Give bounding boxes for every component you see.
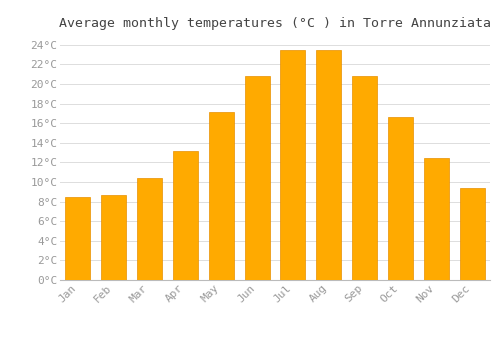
Bar bbox=[101, 195, 126, 280]
Bar bbox=[316, 50, 342, 280]
Bar bbox=[352, 76, 377, 280]
Bar bbox=[280, 50, 305, 280]
Title: Average monthly temperatures (°C ) in Torre Annunziata: Average monthly temperatures (°C ) in To… bbox=[59, 17, 491, 30]
Bar bbox=[66, 197, 90, 280]
Bar bbox=[173, 150, 198, 280]
Bar bbox=[137, 178, 162, 280]
Bar bbox=[208, 112, 234, 280]
Bar bbox=[424, 158, 449, 280]
Bar bbox=[460, 188, 484, 280]
Bar bbox=[388, 117, 413, 280]
Bar bbox=[244, 76, 270, 280]
